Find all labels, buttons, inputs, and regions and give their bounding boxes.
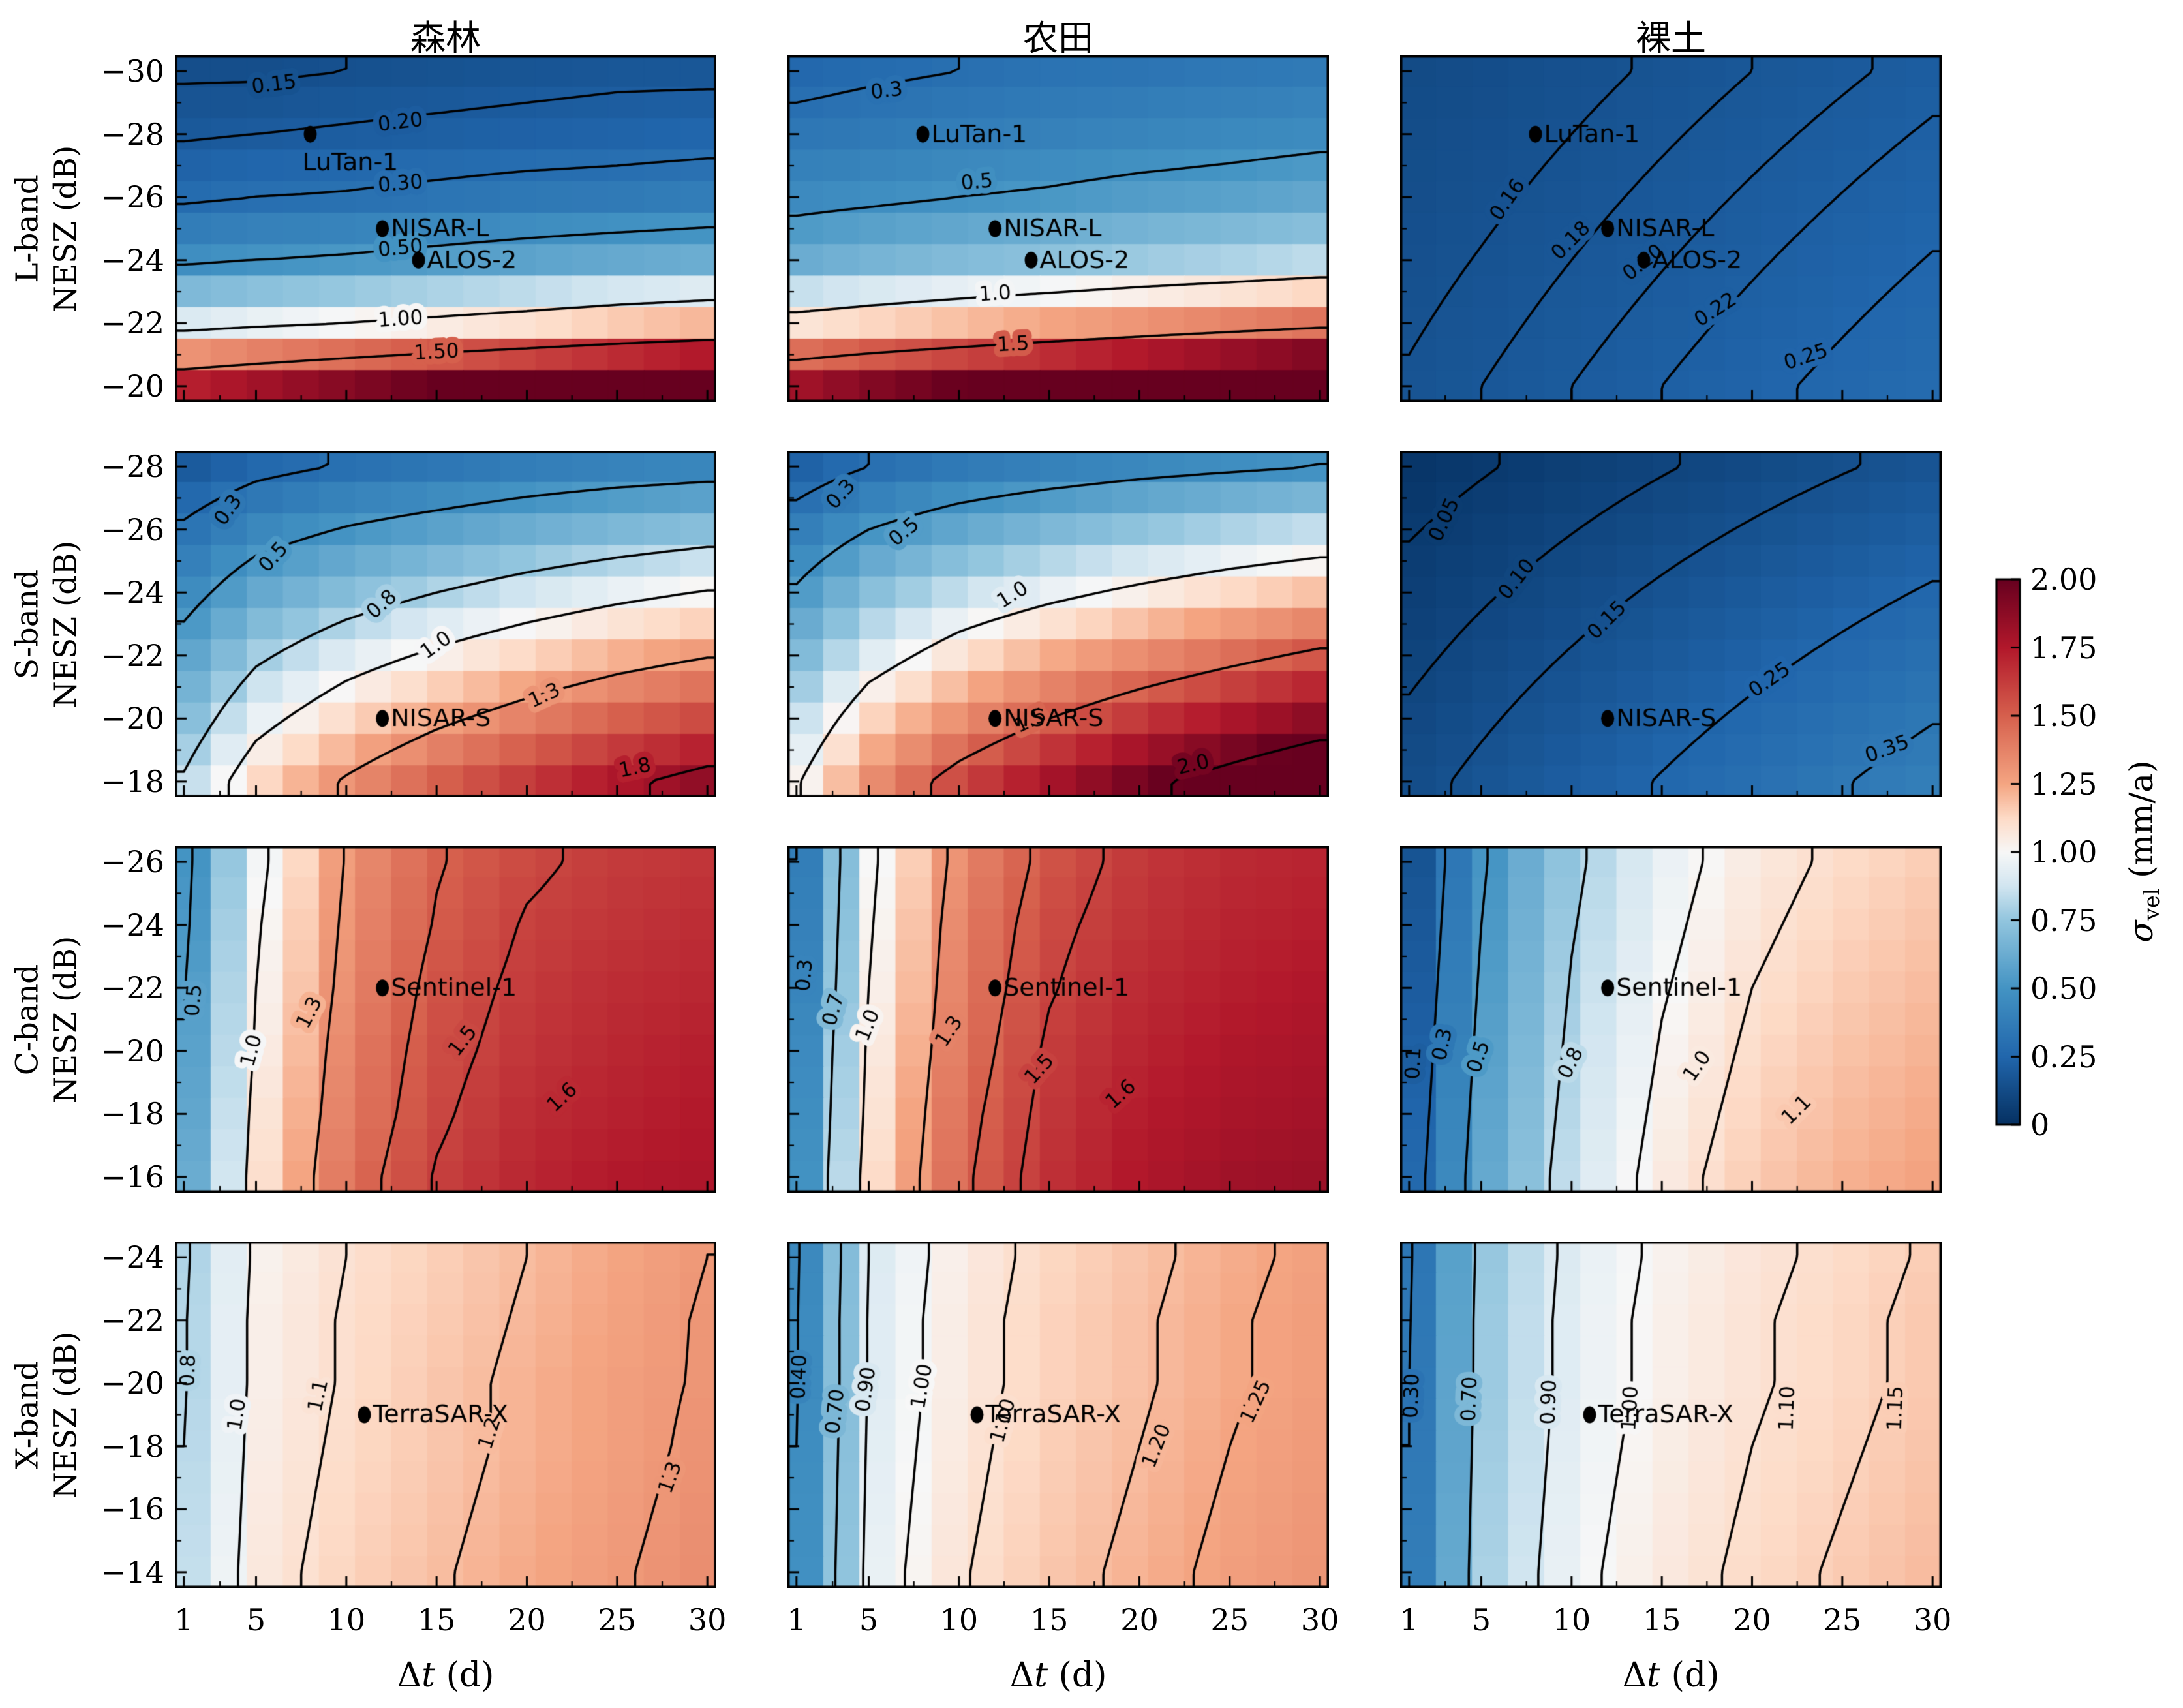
x-tick-label: 1 bbox=[787, 1602, 806, 1638]
x-tick-label: 20 bbox=[508, 1602, 546, 1638]
x-unit: (d) bbox=[1660, 1656, 1720, 1695]
y-tick-label: −30 bbox=[100, 53, 164, 89]
panel-c-band-col2 bbox=[1400, 846, 1942, 1193]
row-label-x-band: X-band NESZ (dB) bbox=[8, 1331, 85, 1499]
x-axis-title: Δt (d) bbox=[397, 1656, 495, 1695]
colorbar-tick-label: 0.75 bbox=[2030, 902, 2098, 938]
panel-s-band-col1 bbox=[787, 451, 1329, 797]
panel-x-band-col0 bbox=[175, 1242, 716, 1588]
colorbar-tick-label: 1.25 bbox=[2030, 766, 2098, 802]
y-tick-label: −20 bbox=[100, 1365, 164, 1401]
x-tick-label: 10 bbox=[939, 1602, 979, 1638]
row-band-text: C-band bbox=[9, 964, 46, 1075]
row-label-c-band: C-band NESZ (dB) bbox=[8, 936, 85, 1103]
x-tick-label: 30 bbox=[1913, 1602, 1952, 1638]
panel-x-band-col1 bbox=[787, 1242, 1329, 1588]
y-tick-label: −20 bbox=[100, 1033, 164, 1069]
row-axis-text: NESZ (dB) bbox=[48, 540, 84, 708]
colorbar-axis-label: σvel (mm/a) bbox=[2122, 760, 2164, 942]
sigma-subscript: vel bbox=[2139, 888, 2164, 921]
panel-s-band-col0 bbox=[175, 451, 716, 797]
column-title-0: 森林 bbox=[410, 18, 481, 59]
x-tick-label: 15 bbox=[1030, 1602, 1069, 1638]
colorbar-unit: (mm/a) bbox=[2122, 760, 2160, 889]
x-tick-label: 15 bbox=[417, 1602, 456, 1638]
x-tick-label: 10 bbox=[1552, 1602, 1591, 1638]
row-axis-text: NESZ (dB) bbox=[48, 1331, 84, 1499]
colorbar-tick-label: 2.00 bbox=[2030, 562, 2098, 597]
panel-l-band-col1 bbox=[787, 55, 1329, 402]
y-tick-label: −16 bbox=[100, 1159, 164, 1195]
x-axis-title: Δt (d) bbox=[1623, 1656, 1720, 1695]
panel-c-band-col1 bbox=[787, 846, 1329, 1193]
colorbar-tick-label: 0 bbox=[2030, 1107, 2050, 1142]
x-tick-label: 20 bbox=[1733, 1602, 1771, 1638]
t-symbol: t bbox=[421, 1656, 436, 1695]
row-axis-text: NESZ (dB) bbox=[48, 145, 84, 313]
colorbar-tick-label: 1.75 bbox=[2030, 630, 2098, 665]
y-tick-label: −22 bbox=[100, 305, 164, 341]
colorbar-tick-label: 1.50 bbox=[2030, 698, 2098, 733]
x-tick-label: 20 bbox=[1120, 1602, 1159, 1638]
x-tick-label: 25 bbox=[598, 1602, 637, 1638]
colorbar-tick-label: 1.00 bbox=[2030, 834, 2098, 870]
y-tick-label: −28 bbox=[100, 449, 164, 485]
x-unit: (d) bbox=[1048, 1656, 1107, 1695]
y-tick-label: −24 bbox=[100, 1240, 164, 1275]
t-symbol: t bbox=[1034, 1656, 1048, 1695]
colorbar-tick-label: 0.25 bbox=[2030, 1039, 2098, 1075]
x-tick-label: 10 bbox=[327, 1602, 366, 1638]
panel-l-band-col0 bbox=[175, 55, 716, 402]
t-symbol: t bbox=[1647, 1656, 1661, 1695]
y-tick-label: −22 bbox=[100, 1302, 164, 1338]
y-tick-label: −26 bbox=[100, 511, 164, 547]
x-tick-label: 25 bbox=[1210, 1602, 1249, 1638]
x-tick-label: 15 bbox=[1642, 1602, 1681, 1638]
row-band-text: X-band bbox=[9, 1360, 46, 1469]
y-tick-label: −22 bbox=[100, 970, 164, 1006]
colorbar-gradient bbox=[1995, 577, 2036, 1129]
y-tick-label: −24 bbox=[100, 575, 164, 611]
x-axis-title: Δt (d) bbox=[1010, 1656, 1107, 1695]
x-tick-label: 1 bbox=[174, 1602, 194, 1638]
row-axis-text: NESZ (dB) bbox=[48, 936, 84, 1103]
y-tick-label: −26 bbox=[100, 844, 164, 880]
y-tick-label: −24 bbox=[100, 242, 164, 278]
row-band-text: L-band bbox=[9, 174, 46, 283]
colorbar-tick-label: 0.50 bbox=[2030, 971, 2098, 1006]
delta-symbol: Δ bbox=[397, 1656, 422, 1695]
x-tick-label: 1 bbox=[1399, 1602, 1419, 1638]
y-tick-label: −16 bbox=[100, 1491, 164, 1527]
y-tick-label: −28 bbox=[100, 116, 164, 152]
sigma-symbol: σ bbox=[2122, 920, 2160, 943]
panel-l-band-col2 bbox=[1400, 55, 1942, 402]
y-tick-label: −18 bbox=[100, 1096, 164, 1132]
panel-c-band-col0 bbox=[175, 846, 716, 1193]
column-title-1: 农田 bbox=[1023, 18, 1093, 59]
x-tick-label: 25 bbox=[1823, 1602, 1862, 1638]
x-tick-label: 5 bbox=[859, 1602, 879, 1638]
row-band-text: S-band bbox=[9, 569, 46, 679]
x-tick-label: 30 bbox=[1300, 1602, 1339, 1638]
y-tick-label: −20 bbox=[100, 701, 164, 737]
delta-symbol: Δ bbox=[1622, 1656, 1647, 1695]
y-tick-label: −20 bbox=[100, 368, 164, 404]
row-label-l-band: L-band NESZ (dB) bbox=[8, 145, 85, 313]
column-title-2: 裸土 bbox=[1636, 18, 1706, 59]
delta-symbol: Δ bbox=[1009, 1656, 1035, 1695]
y-tick-label: −26 bbox=[100, 179, 164, 215]
panel-x-band-col2 bbox=[1400, 1242, 1942, 1588]
x-tick-label: 30 bbox=[688, 1602, 727, 1638]
panel-s-band-col2 bbox=[1400, 451, 1942, 797]
x-unit: (d) bbox=[435, 1656, 495, 1695]
y-tick-label: −18 bbox=[100, 1428, 164, 1464]
row-label-s-band: S-band NESZ (dB) bbox=[8, 540, 85, 708]
x-tick-label: 5 bbox=[1471, 1602, 1491, 1638]
y-tick-label: −18 bbox=[100, 763, 164, 799]
x-tick-label: 5 bbox=[246, 1602, 266, 1638]
y-tick-label: −14 bbox=[100, 1554, 164, 1590]
y-tick-label: −24 bbox=[100, 907, 164, 943]
y-tick-label: −22 bbox=[100, 637, 164, 673]
